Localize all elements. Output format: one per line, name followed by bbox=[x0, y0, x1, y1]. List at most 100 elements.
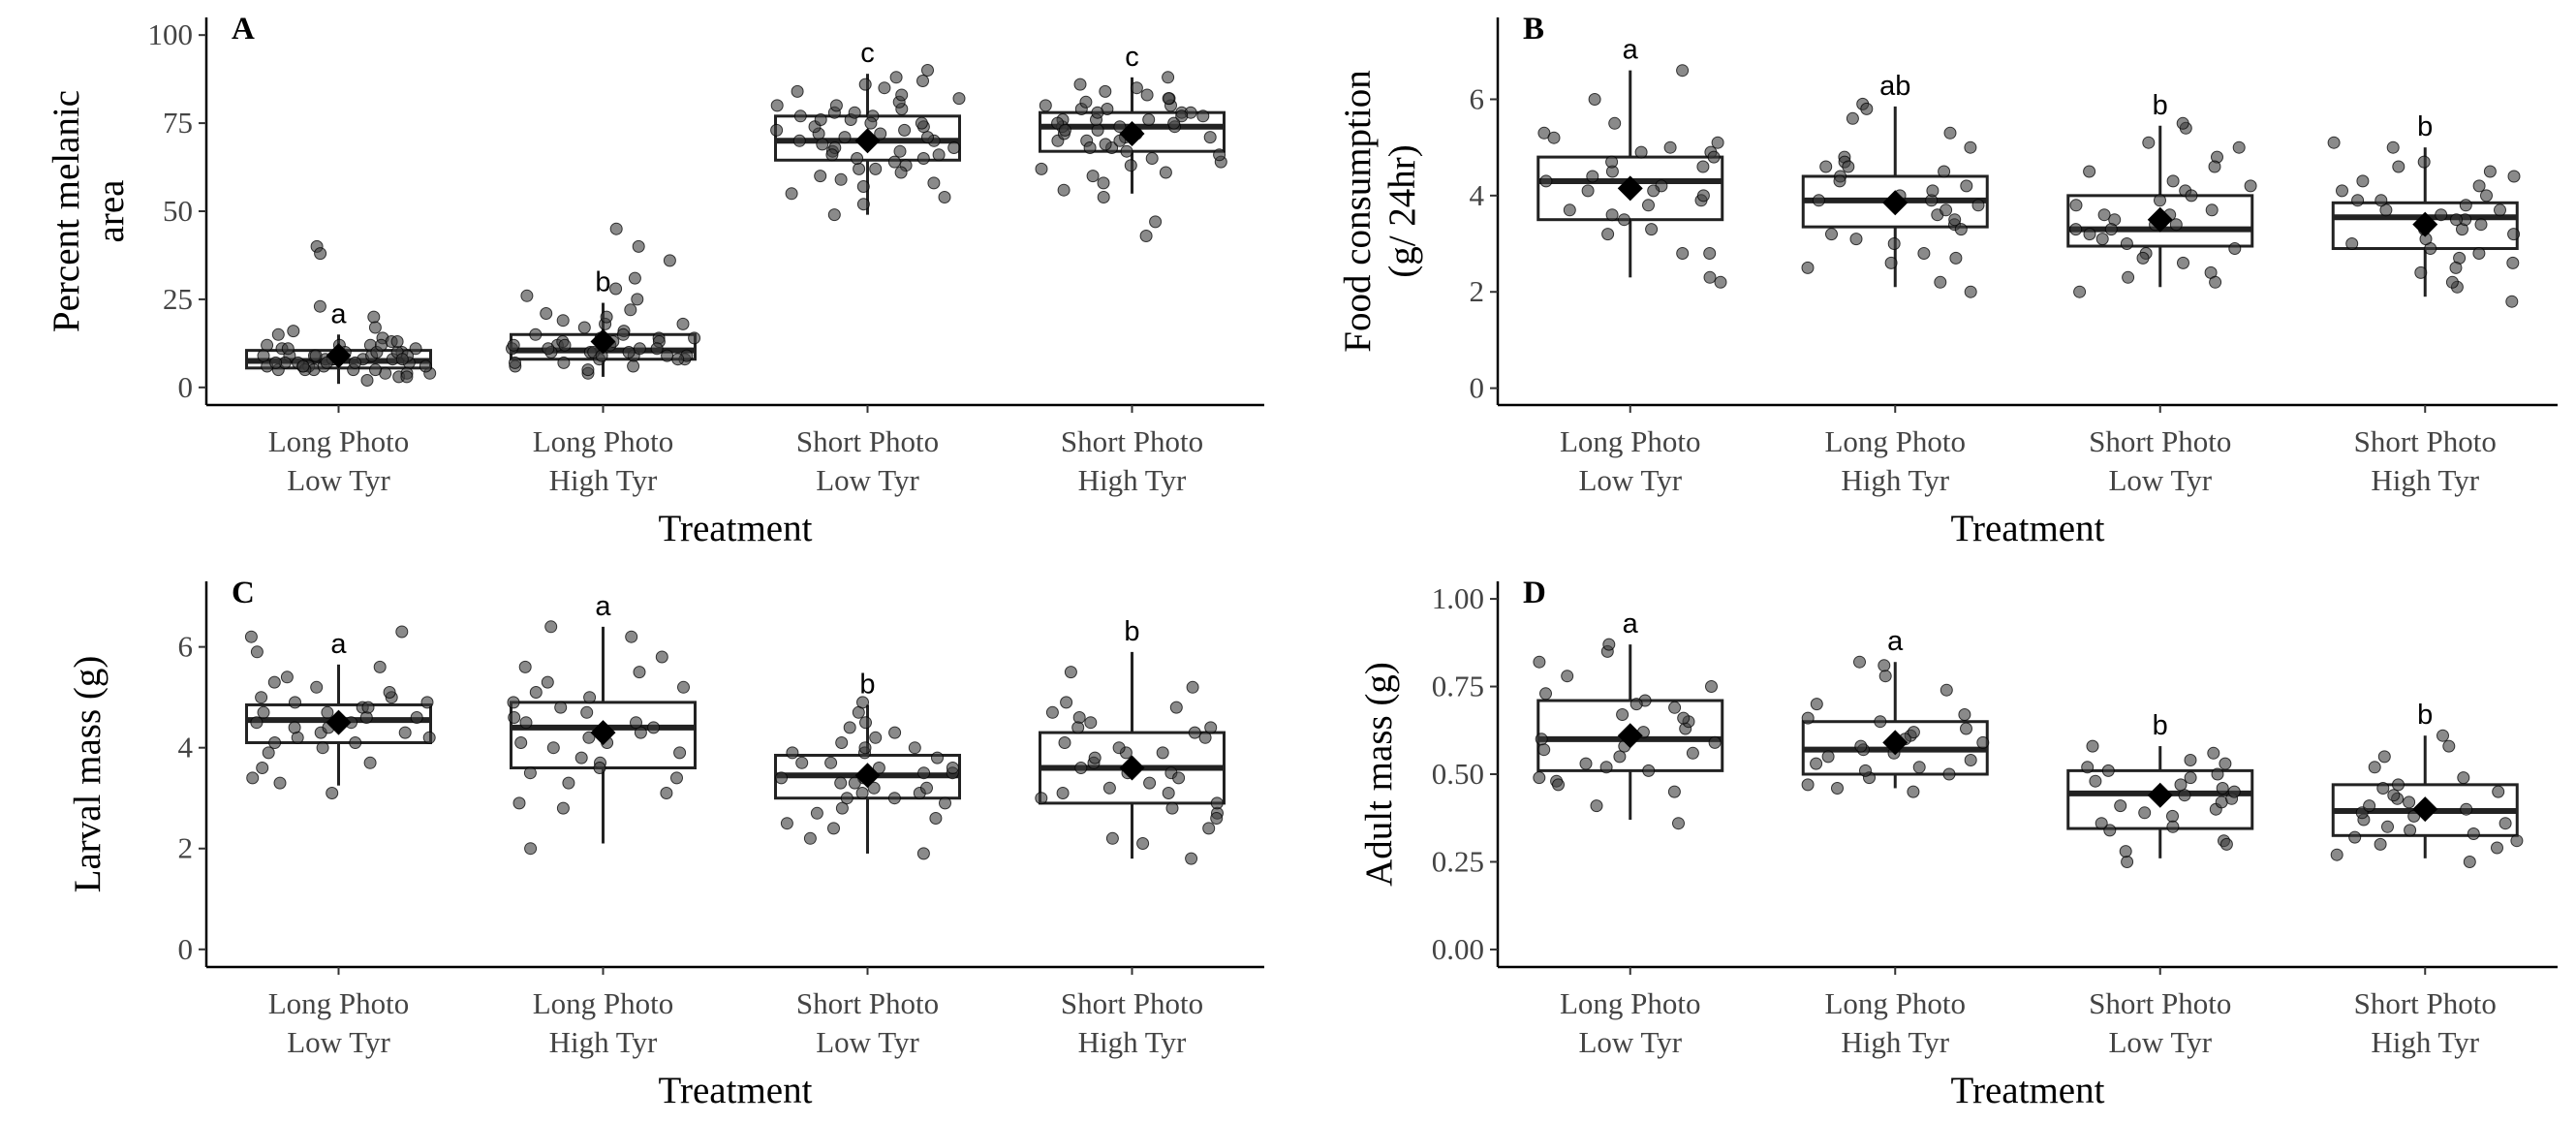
data-point bbox=[1601, 228, 1615, 241]
data-point bbox=[1084, 716, 1098, 730]
data-point bbox=[2166, 809, 2179, 823]
data-point bbox=[600, 310, 613, 324]
panel-b: 0 2 4 6 Long Photo Low Tyr Long Photo High Tyr S… bbox=[1337, 12, 2558, 549]
data-point bbox=[1099, 84, 1112, 98]
data-point bbox=[628, 271, 641, 285]
data-point bbox=[898, 123, 912, 137]
x-tick-label: Short Photo bbox=[2089, 986, 2231, 1020]
x-tick-label: Long Photo bbox=[533, 986, 674, 1020]
mean-marker bbox=[590, 720, 616, 746]
data-point bbox=[2119, 845, 2132, 858]
data-point bbox=[1172, 771, 1186, 785]
data-point bbox=[250, 645, 264, 659]
data-point bbox=[834, 776, 848, 790]
data-point bbox=[1825, 228, 1838, 241]
data-point bbox=[1705, 680, 1718, 693]
data-point bbox=[874, 127, 887, 140]
data-point bbox=[542, 342, 555, 356]
data-point bbox=[2178, 789, 2191, 802]
data-point bbox=[2244, 179, 2257, 193]
data-point bbox=[1058, 123, 1071, 137]
data-point bbox=[661, 349, 674, 362]
data-point bbox=[1605, 155, 1619, 169]
data-point bbox=[2467, 827, 2480, 840]
data-point bbox=[574, 751, 588, 764]
data-point bbox=[835, 801, 849, 815]
y-axis-title: Adult mass (g) bbox=[1358, 662, 1400, 887]
data-point bbox=[2069, 199, 2083, 212]
data-point bbox=[2083, 165, 2096, 178]
data-point bbox=[314, 247, 327, 261]
data-point bbox=[1563, 203, 1576, 217]
data-point bbox=[422, 731, 436, 744]
data-point bbox=[1874, 715, 1887, 729]
data-point bbox=[932, 148, 946, 162]
box-2: b bbox=[506, 222, 701, 380]
mean-marker bbox=[1617, 723, 1643, 749]
data-point bbox=[1645, 223, 1659, 236]
data-point bbox=[1213, 148, 1226, 162]
data-point bbox=[2330, 848, 2343, 861]
x-tick-label: Low Tyr bbox=[1578, 1025, 1682, 1059]
data-point bbox=[616, 328, 630, 341]
data-point bbox=[2457, 771, 2470, 785]
data-point bbox=[2095, 817, 2108, 830]
data-point bbox=[864, 116, 878, 130]
data-point bbox=[257, 705, 270, 719]
data-point bbox=[2374, 837, 2387, 851]
data-point bbox=[313, 299, 326, 313]
data-point bbox=[1196, 109, 1210, 123]
data-point bbox=[655, 650, 668, 664]
data-point bbox=[1579, 757, 1593, 770]
data-point bbox=[1169, 701, 1183, 714]
data-point bbox=[1186, 680, 1199, 694]
box-body bbox=[245, 702, 432, 744]
data-point bbox=[1647, 184, 1660, 198]
data-point bbox=[676, 317, 690, 330]
data-point bbox=[1853, 655, 1866, 669]
x-tick-label: High Tyr bbox=[1078, 1025, 1187, 1059]
data-point bbox=[824, 756, 838, 769]
data-point bbox=[2491, 841, 2503, 855]
data-point bbox=[1039, 99, 1052, 112]
data-point bbox=[2351, 194, 2365, 207]
data-point bbox=[541, 675, 554, 689]
box-2: a bbox=[1801, 626, 1990, 798]
data-point bbox=[1056, 787, 1070, 799]
x-tick-label: Short Photo bbox=[1061, 986, 1203, 1020]
data-point bbox=[2184, 754, 2197, 766]
data-point bbox=[1074, 762, 1088, 774]
data-point bbox=[1949, 251, 1963, 265]
data-point bbox=[2154, 194, 2166, 207]
data-point bbox=[1079, 95, 1093, 109]
data-point bbox=[508, 711, 521, 724]
data-point bbox=[625, 630, 638, 643]
data-point bbox=[921, 131, 934, 144]
data-point bbox=[507, 338, 520, 352]
data-point bbox=[878, 81, 891, 95]
x-tick-label: Long Photo bbox=[1560, 424, 1701, 458]
data-point bbox=[2166, 820, 2180, 833]
data-point bbox=[583, 691, 597, 704]
data-point bbox=[670, 771, 683, 785]
data-point bbox=[1676, 64, 1690, 78]
data-point bbox=[540, 307, 553, 320]
data-point bbox=[1819, 160, 1833, 173]
data-point bbox=[2494, 203, 2506, 217]
y-tick-label: 25 bbox=[163, 282, 193, 316]
data-point bbox=[368, 321, 382, 334]
data-point bbox=[1801, 711, 1815, 725]
x-tick-label: High Tyr bbox=[549, 1025, 658, 1059]
data-point bbox=[250, 716, 264, 730]
data-point bbox=[1581, 184, 1595, 198]
data-point bbox=[673, 746, 687, 760]
data-point bbox=[1812, 194, 1825, 207]
data-point bbox=[858, 741, 872, 755]
data-point bbox=[630, 716, 642, 730]
data-point bbox=[1140, 88, 1154, 102]
data-point bbox=[395, 353, 409, 366]
data-point bbox=[1708, 735, 1722, 749]
data-point bbox=[1976, 735, 1990, 749]
data-point bbox=[872, 762, 885, 774]
